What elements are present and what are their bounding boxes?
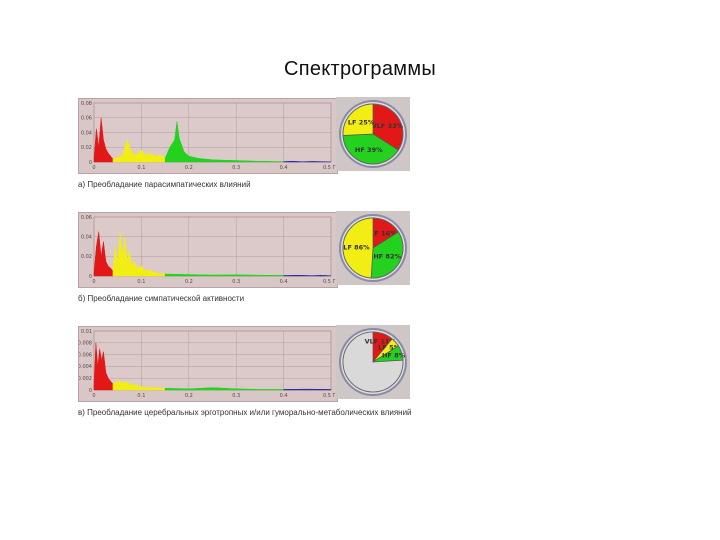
y-tick-label: 0.02 [81, 254, 92, 260]
spectrum-plot-a: 0.08 0.06 0.04 0.02 00 0.1 0.2 0.3 0.4 0.5 Гц [81, 101, 339, 171]
pie-border [342, 217, 404, 279]
pie-svg-c: VLF 11%LF 5%HF 8% [339, 328, 407, 396]
spectrogram-panel-b: 0.06 0.04 0.02 0 0 0.1 0.2 0.3 0.4 0.5 Гц VLF 16%… [78, 211, 428, 310]
x-tick-label: 0.5 Гц [323, 393, 339, 399]
pie-label-lf: LF 25% [348, 119, 375, 127]
y-tick-label: 0.01 [81, 329, 92, 335]
spectrum-band-beyond [283, 388, 332, 391]
caption-b: б) Преобладание симпатической активности [78, 294, 245, 303]
x-tick-label: 0.3 [232, 393, 240, 399]
x-tick-label: 0.4 [280, 279, 288, 285]
pie-label-lf: LF 86% [343, 243, 370, 251]
pie-label-hf: HF 39% [355, 146, 383, 154]
y-tick-label: 0.002 [79, 376, 92, 382]
pie-label-hf: HF 8% [382, 351, 406, 359]
x-tick-label: 0.5 Гц [323, 165, 339, 171]
y-tick-label: 0.08 [81, 101, 92, 107]
pie-label-lf: LF 5% [378, 344, 400, 352]
pie-chart-a: VLF 33% HF 39% LF 25% [336, 97, 410, 171]
x-tick-label: 0.2 [185, 279, 193, 285]
y-tick-label: 0.008 [79, 341, 92, 347]
spectrum-band-hf [164, 121, 284, 163]
pie-svg-a: VLF 33% HF 39% LF 25% [339, 100, 407, 168]
spectrum-chart-b: 0.06 0.04 0.02 0 0 0.1 0.2 0.3 0.4 0.5 Гц [78, 212, 339, 288]
x-tick-label: 0 [92, 279, 95, 285]
pie-label-hf: HF 82% [373, 252, 401, 260]
y-tick-label: 0 [89, 388, 92, 394]
y-tick-label: 0.04 [81, 234, 92, 240]
x-tick-label: 0.3 [232, 279, 240, 285]
spectrum-chart-a: 0.08 0.06 0.04 0.02 0 0 0.1 0.2 0.3 0.4 0.5 Гц [78, 98, 339, 174]
spectrum-plot-c: 0.01 0.008 0.006 0.004 0.002 00 0.1 0.2 0.3 0.4 0.… [79, 329, 339, 399]
y-tick-label: 0.04 [81, 130, 92, 136]
y-tick-label: 0.004 [79, 364, 92, 370]
pie-chart-b: VLF 16% HF 82% LF 86% [336, 211, 410, 285]
spectrum-band-beyond [283, 274, 332, 277]
spectrum-band-lf [112, 231, 166, 277]
y-tick-label: 0.006 [79, 352, 92, 358]
pie-label-vlf: VLF 16% [365, 230, 397, 238]
spectrogram-panel-a: 0.08 0.06 0.04 0.02 0 0 0.1 0.2 0.3 0.4 0.5 Гц VLF… [78, 97, 428, 196]
pie-border [342, 331, 404, 393]
pie-label-vlf: VLF 33% [372, 122, 404, 130]
spectrum-chart-c: 0.01 0.008 0.006 0.004 0.002 0 0 0.1 0.2 0.3 0.4 0.… [78, 326, 339, 402]
x-tick-label: 0.4 [280, 165, 288, 171]
caption-c: в) Преобладание церебральных эрготропных… [78, 408, 412, 417]
x-tick-label: 0.1 [137, 393, 145, 399]
y-tick-label: 0 [89, 274, 92, 280]
spectrum-band-lf [112, 139, 166, 163]
x-tick-label: 0.2 [185, 165, 193, 171]
x-tick-label: 0.3 [232, 165, 240, 171]
x-tick-label: 0.2 [185, 393, 193, 399]
spectrogram-panel-c: 0.01 0.008 0.006 0.004 0.002 0 0 0.1 0.2 0.3 0.4 0.… [78, 325, 428, 424]
y-tick-label: 0.06 [81, 116, 92, 122]
pie-label-vlf: VLF 11% [365, 338, 397, 346]
y-tick-label: 0 [89, 160, 92, 166]
x-tick-label: 0.5 Гц [323, 279, 339, 285]
pie-border [342, 103, 404, 165]
pie-chart-c: VLF 11% LF 5% HF 8% [336, 325, 410, 399]
x-tick-label: 0.1 [137, 279, 145, 285]
y-tick-label: 0.02 [81, 145, 92, 151]
caption-a: а) Преобладание парасимпатических влияни… [78, 180, 251, 189]
spectrum-band-beyond [283, 160, 332, 163]
x-tick-label: 0 [92, 165, 95, 171]
x-tick-label: 0.4 [280, 393, 288, 399]
plot-area [93, 330, 332, 391]
pie-svg-b: VLF 16% HF 82%LF 86% [339, 214, 407, 282]
x-tick-label: 0.1 [137, 165, 145, 171]
page-title: Спектрограммы [283, 58, 437, 80]
y-tick-label: 0.06 [81, 215, 92, 221]
x-tick-label: 0 [92, 393, 95, 399]
spectrum-plot-b: 0.06 0.04 0.02 00 0.1 0.2 0.3 0.4 0.5 Гц [81, 215, 339, 285]
